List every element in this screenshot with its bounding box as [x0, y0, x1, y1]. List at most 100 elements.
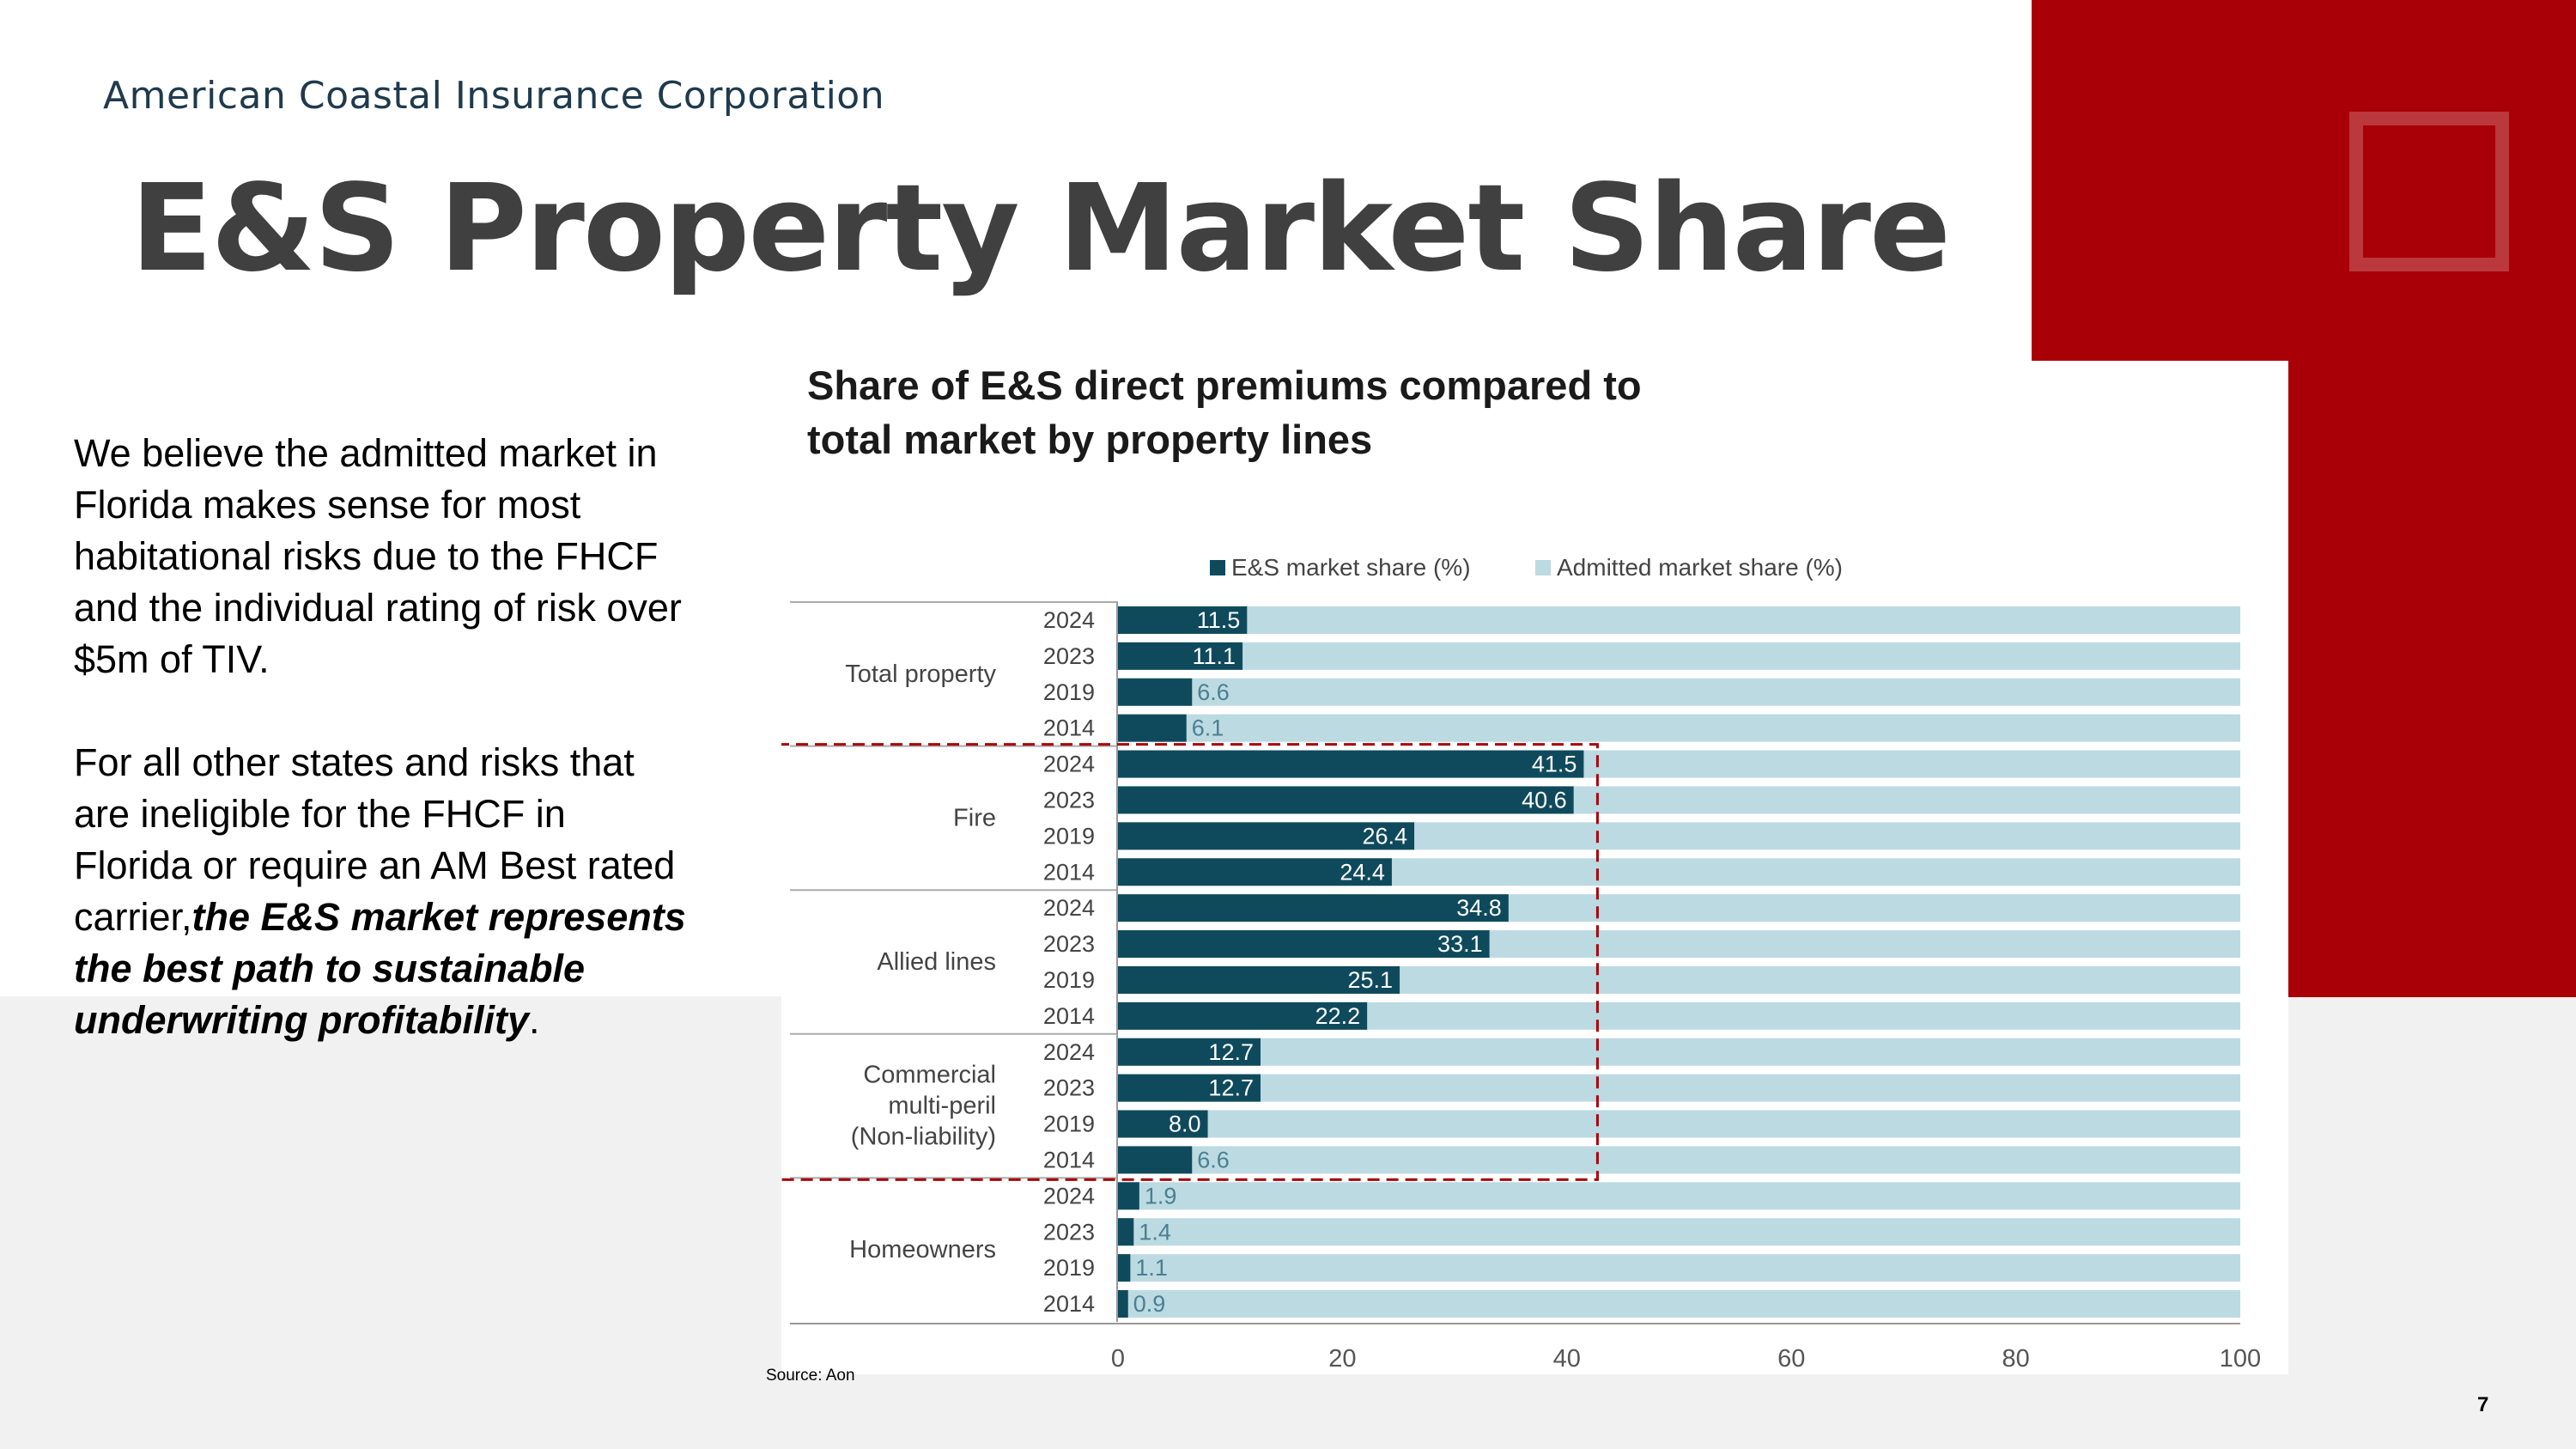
x-tick-label: 100	[2220, 1345, 2261, 1373]
admitted-bar	[1118, 606, 2240, 634]
year-label: 2014	[1043, 1291, 1095, 1317]
bar-value-label: 8.0	[1169, 1111, 1201, 1137]
es-bar	[1118, 1110, 1208, 1138]
es-bar	[1118, 965, 1400, 994]
bar-value-label: 0.9	[1133, 1291, 1166, 1317]
admitted-bar	[1118, 1218, 2240, 1246]
group-label: (Non-liability)	[851, 1123, 996, 1151]
year-label: 2024	[1043, 1183, 1095, 1209]
paragraph-1: We believe the admitted market in Florid…	[74, 431, 682, 681]
paragraph-2: For all other states and risks that are …	[74, 737, 692, 1046]
legend-admitted-swatch	[1535, 560, 1551, 575]
group-label: Fire	[953, 804, 996, 831]
group-label: Total property	[845, 661, 996, 688]
es-bar	[1118, 714, 1187, 742]
legend-admitted-label: Admitted market share (%)	[1557, 554, 1843, 581]
year-label: 2024	[1043, 752, 1095, 777]
es-bar	[1118, 750, 1584, 778]
es-bar	[1118, 1290, 1128, 1318]
es-bar	[1118, 1038, 1261, 1066]
year-label: 2019	[1043, 1255, 1095, 1281]
es-bar	[1118, 858, 1392, 886]
es-bar	[1118, 1074, 1261, 1102]
es-bar	[1118, 894, 1509, 922]
legend-es-label: E&S market share (%)	[1231, 554, 1471, 581]
x-tick-label: 20	[1328, 1345, 1356, 1373]
bar-value-label: 12.7	[1208, 1075, 1254, 1101]
bar-value-label: 6.1	[1192, 715, 1224, 741]
year-label: 2023	[1043, 643, 1095, 669]
year-label: 2023	[1043, 787, 1095, 813]
bar-value-label: 34.8	[1456, 895, 1502, 921]
es-bar	[1118, 642, 1243, 670]
x-tick-label: 0	[1111, 1345, 1125, 1373]
admitted-bar	[1118, 1146, 2240, 1174]
admitted-bar	[1118, 1182, 2240, 1210]
es-bar	[1118, 786, 1574, 814]
admitted-bar	[1118, 1038, 2240, 1066]
year-label: 2014	[1043, 1003, 1095, 1029]
year-label: 2014	[1043, 859, 1095, 885]
bar-value-label: 1.1	[1135, 1255, 1168, 1281]
year-label: 2019	[1043, 967, 1095, 993]
chart-title-line-1: Share of E&S direct premiums compared to	[807, 362, 1642, 408]
body-text: We believe the admitted market in Florid…	[74, 428, 692, 1098]
year-label: 2024	[1043, 607, 1095, 633]
bar-value-label: 33.1	[1437, 931, 1483, 957]
group-label: Commercial	[863, 1062, 996, 1089]
bar-value-label: 24.4	[1340, 859, 1385, 885]
red-accent-block-right	[2288, 0, 2576, 997]
es-bar	[1118, 1218, 1134, 1246]
bar-value-label: 1.4	[1139, 1219, 1171, 1245]
bar-value-label: 26.4	[1362, 823, 1407, 849]
paragraph-2-start: For all other states and risks that are …	[74, 740, 676, 939]
year-label: 2019	[1043, 1111, 1095, 1137]
admitted-bar	[1118, 1254, 2240, 1282]
year-label: 2014	[1043, 1147, 1095, 1172]
company-name: American Coastal Insurance Corporation	[103, 74, 885, 118]
bar-value-label: 11.1	[1193, 643, 1236, 669]
page-number: 7	[2477, 1393, 2489, 1416]
bar-value-label: 1.9	[1145, 1183, 1177, 1209]
year-label: 2019	[1043, 823, 1095, 849]
es-bar	[1118, 1182, 1139, 1210]
year-label: 2023	[1043, 1219, 1095, 1245]
admitted-bar	[1118, 1110, 2240, 1138]
market-share-chart: Share of E&S direct premiums compared to…	[775, 362, 2261, 1373]
source-note: Source: Aon	[766, 1367, 855, 1385]
admitted-bar	[1118, 678, 2240, 706]
x-tick-label: 80	[2002, 1345, 2029, 1373]
bar-value-label: 22.2	[1315, 1003, 1361, 1029]
bar-value-label: 6.6	[1197, 679, 1230, 705]
page-title: E&S Property Market Share	[131, 159, 1951, 299]
admitted-bar	[1118, 1074, 2240, 1102]
chart-card: Share of E&S direct premiums compared to…	[775, 361, 2288, 1374]
group-label: Allied lines	[877, 948, 996, 976]
bar-value-label: 25.1	[1347, 967, 1393, 993]
admitted-bar	[1118, 1290, 2240, 1318]
es-bar	[1118, 1254, 1131, 1282]
es-bar	[1118, 1146, 1193, 1174]
admitted-bar	[1118, 714, 2240, 742]
es-bar	[1118, 606, 1248, 634]
group-label: Homeowners	[849, 1236, 996, 1263]
es-bar	[1118, 930, 1490, 959]
legend-es-swatch	[1210, 560, 1225, 575]
x-tick-label: 40	[1553, 1345, 1581, 1373]
year-label: 2014	[1043, 715, 1095, 741]
admitted-bar	[1118, 642, 2240, 670]
bar-value-label: 12.7	[1208, 1039, 1254, 1065]
es-bar	[1118, 678, 1193, 706]
chart-title-line-2: total market by property lines	[807, 417, 1372, 462]
bar-value-label: 11.5	[1197, 607, 1241, 633]
year-label: 2024	[1043, 1039, 1095, 1065]
bar-value-label: 41.5	[1532, 752, 1577, 777]
year-label: 2024	[1043, 895, 1095, 921]
square-outline-decoration	[2349, 112, 2509, 271]
bar-value-label: 40.6	[1522, 787, 1567, 813]
es-bar	[1118, 822, 1415, 850]
es-bar	[1118, 1002, 1368, 1030]
bar-value-label: 6.6	[1197, 1147, 1230, 1172]
year-label: 2023	[1043, 1075, 1095, 1101]
x-tick-label: 60	[1777, 1345, 1805, 1373]
